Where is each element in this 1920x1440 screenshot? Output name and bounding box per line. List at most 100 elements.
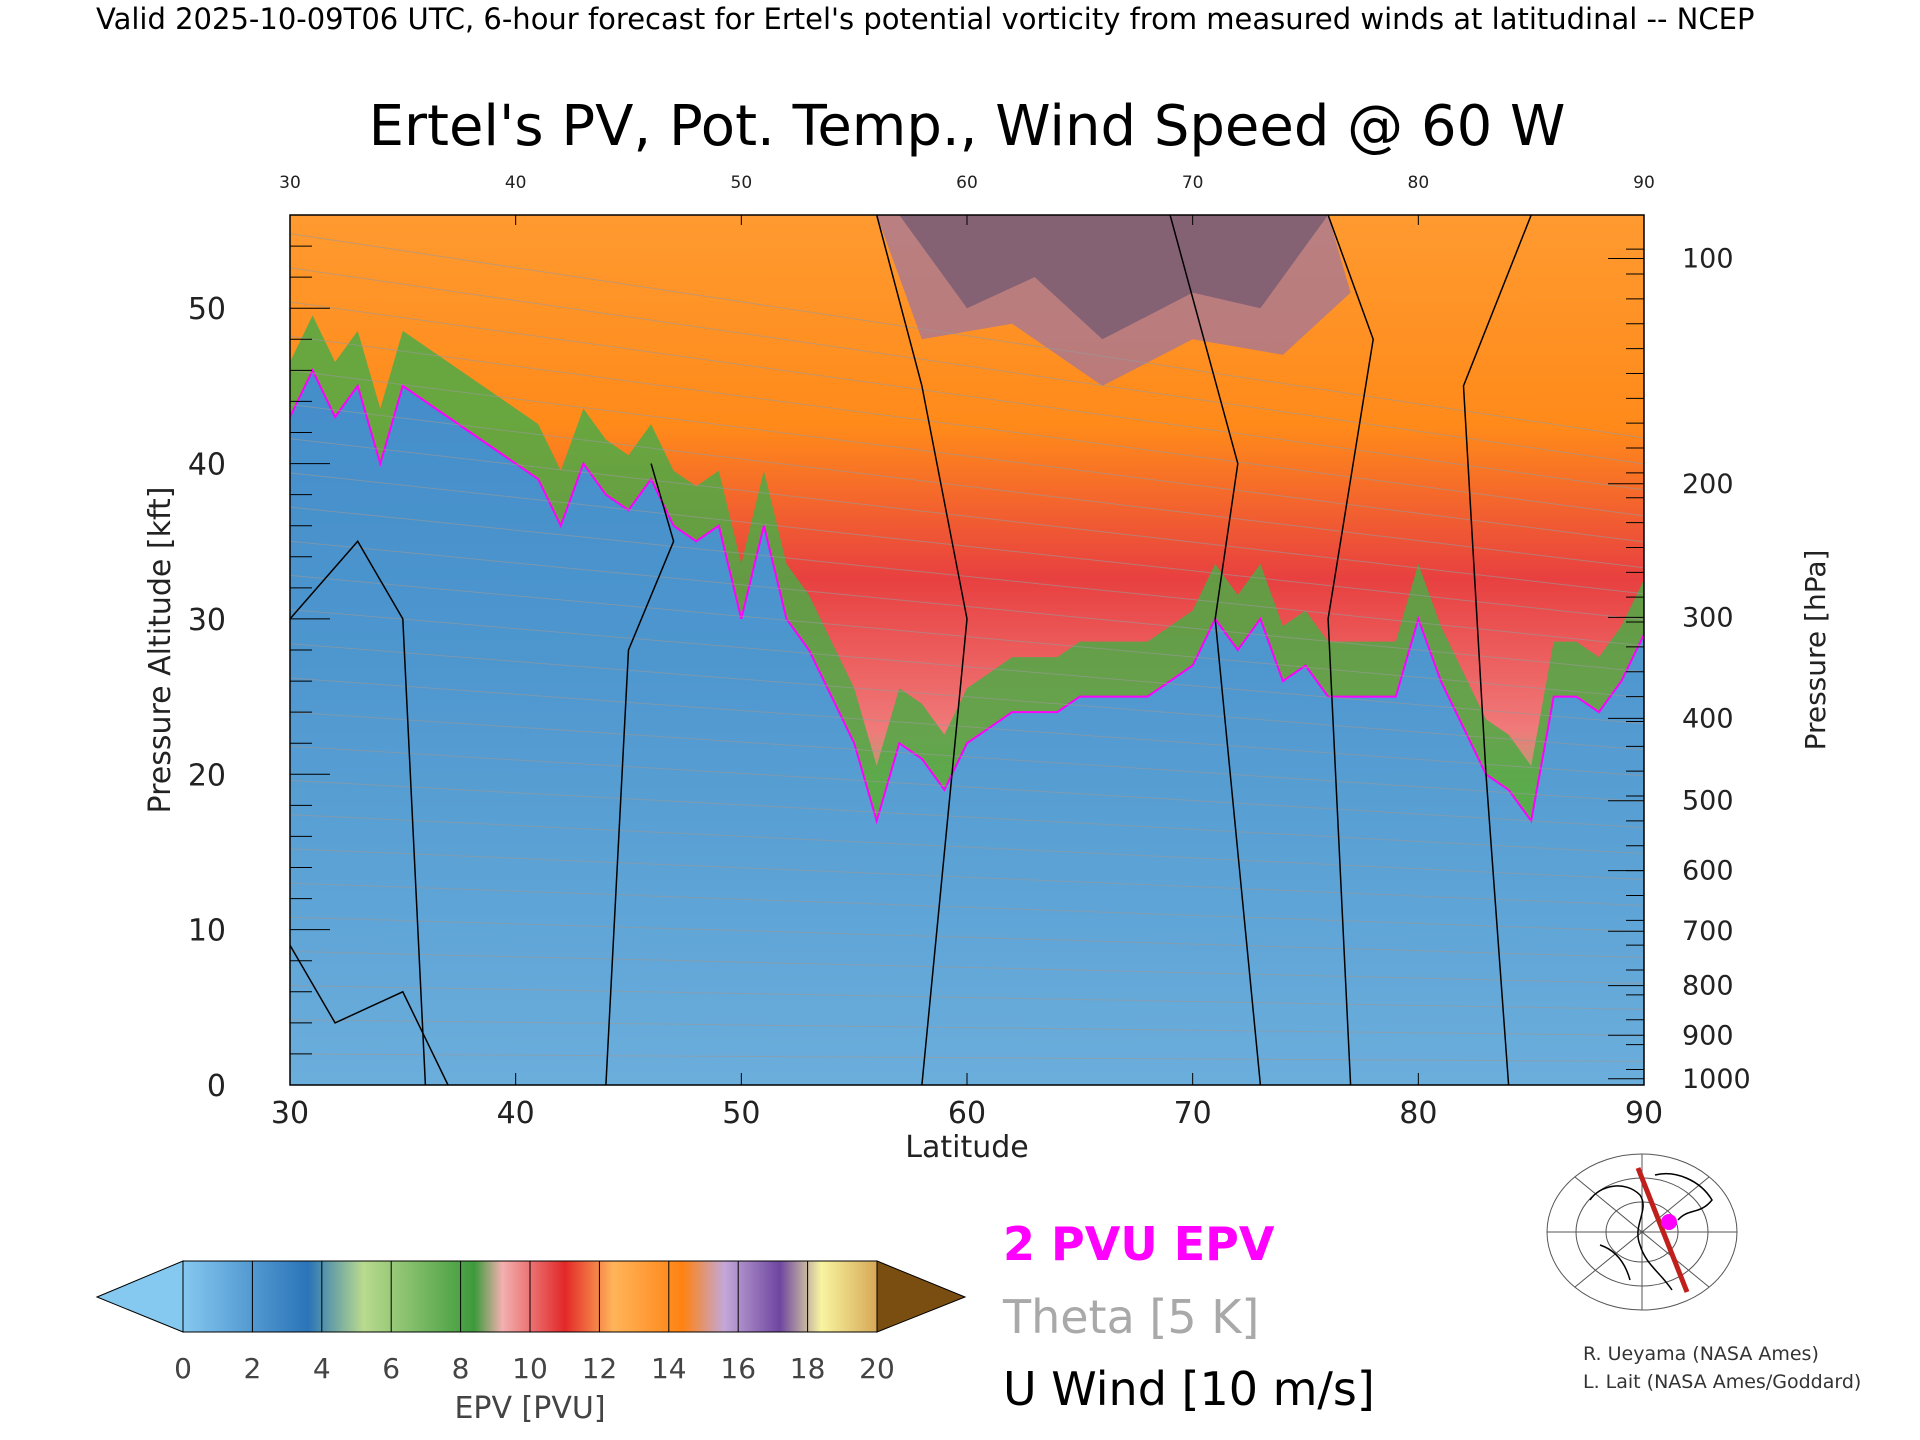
colorbar-ticks: 0 2 4 6 8 10 12 14 16 18 20 xyxy=(174,1261,895,1385)
contour-lines xyxy=(290,215,1644,1085)
theta-contour xyxy=(290,233,1644,439)
u-wind-contour xyxy=(1327,215,1374,1085)
colorbar-tick-label: 0 xyxy=(174,1352,192,1385)
theta-contour xyxy=(290,1053,1644,1062)
theta-contour xyxy=(290,369,1644,543)
colorbar-label: EPV [PVU] xyxy=(454,1391,605,1426)
cross-section-track xyxy=(1635,1167,1690,1293)
y-tick-label: 20 xyxy=(188,758,226,793)
x-axis-label: Latitude xyxy=(905,1130,1028,1165)
x-tick-label: 40 xyxy=(497,1096,535,1131)
pressure-tick-label: 500 xyxy=(1682,786,1734,817)
u-wind-contour xyxy=(290,540,427,1085)
theta-contour xyxy=(290,780,1644,855)
theta-contour xyxy=(290,1019,1644,1036)
colorbar-tick-label: 6 xyxy=(382,1352,400,1385)
y2-axis-label: Pressure [hPa] xyxy=(1799,550,1832,751)
y-tick-label: 40 xyxy=(188,448,226,483)
chart-title: Ertel's PV, Pot. Temp., Wind Speed @ 60 … xyxy=(369,94,1566,159)
theta-contour xyxy=(290,745,1644,829)
valid-time-header: Valid 2025-10-09T06 UTC, 6-hour forecast… xyxy=(96,2,1755,36)
theta-contour xyxy=(290,335,1644,517)
theta-contour xyxy=(290,506,1644,647)
theta-contour xyxy=(290,404,1644,569)
x-top-tick-label: 70 xyxy=(1182,173,1204,193)
x-tick-label: 50 xyxy=(722,1096,760,1131)
theta-contour xyxy=(290,677,1644,777)
pressure-tick-label: 900 xyxy=(1682,1020,1734,1051)
locator-map xyxy=(1543,1153,1740,1311)
y-axis-left: 0 10 20 30 40 50 xyxy=(188,214,330,1104)
colorbar-tick-label: 4 xyxy=(313,1352,331,1385)
y-axis-right: 100 200 300 400 500 600 700 800 900 1000 xyxy=(1608,244,1751,1095)
x-tick-label: 90 xyxy=(1625,1096,1663,1131)
cross-section-marker xyxy=(1661,1214,1677,1230)
theta-contour xyxy=(290,711,1644,803)
theta-contour xyxy=(290,438,1644,595)
colorbar-tick-label: 2 xyxy=(243,1352,261,1385)
stratosphere-region xyxy=(290,215,1644,821)
x-top-tick-label: 30 xyxy=(279,173,301,193)
pressure-tick-label: 200 xyxy=(1682,469,1734,500)
epv-purple-band xyxy=(876,215,1351,386)
u-wind-contour xyxy=(605,463,675,1085)
x-top-tick-label: 60 xyxy=(956,173,978,193)
theta-contour xyxy=(290,301,1644,491)
y-axis-label: Pressure Altitude [kft] xyxy=(143,487,178,814)
x-tick-label: 80 xyxy=(1399,1096,1437,1131)
epv-colorbar: 0 2 4 6 8 10 12 14 16 18 20 EPV [PVU] xyxy=(95,1260,967,1426)
y-tick-label: 30 xyxy=(188,603,226,638)
u-wind-contour xyxy=(1462,215,1532,1085)
x-tick-label: 30 xyxy=(271,1096,309,1131)
colorbar-tick-label: 20 xyxy=(859,1352,895,1385)
y-tick-label: 50 xyxy=(188,292,226,327)
theta-contour xyxy=(290,643,1644,751)
plot-area: 30 40 50 60 70 80 90 30 40 50 60 70 80 90 0 10 20 30 40 5… xyxy=(188,173,1751,1131)
x-top-tick-label: 50 xyxy=(731,173,753,193)
theta-contour xyxy=(290,882,1644,932)
legend-u-wind: U Wind [10 m/s] xyxy=(1003,1362,1375,1416)
x-top-tick-label: 40 xyxy=(505,173,527,193)
x-top-tick-label: 80 xyxy=(1408,173,1430,193)
theta-contour xyxy=(290,916,1644,958)
theta-contour xyxy=(290,540,1644,673)
u-wind-contour xyxy=(1169,215,1262,1085)
colorbar-low-extension xyxy=(95,1260,184,1333)
pressure-tick-label: 100 xyxy=(1682,244,1734,275)
pressure-tick-label: 800 xyxy=(1682,971,1734,1002)
pressure-tick-label: 700 xyxy=(1682,916,1734,947)
colorbar-tick-label: 10 xyxy=(512,1352,548,1385)
theta-contour xyxy=(290,950,1644,984)
colorbar-tick-label: 18 xyxy=(790,1352,826,1385)
pressure-tick-label: 400 xyxy=(1682,703,1734,734)
pressure-tick-label: 600 xyxy=(1682,856,1734,887)
colorbar-tick-label: 8 xyxy=(452,1352,470,1385)
x-axis-bottom: 30 40 50 60 70 80 90 xyxy=(271,1073,1663,1131)
epv-2pvu-contour xyxy=(290,368,1644,825)
theta-contour xyxy=(290,574,1644,699)
pressure-tick-label: 1000 xyxy=(1682,1064,1751,1095)
legend-epv: 2 PVU EPV xyxy=(1003,1217,1275,1271)
x-axis-top: 30 40 50 60 70 80 90 xyxy=(279,173,1655,225)
x-top-tick-label: 90 xyxy=(1633,173,1655,193)
theta-contour xyxy=(290,609,1644,725)
y-tick-label: 10 xyxy=(188,914,226,949)
x-tick-label: 70 xyxy=(1174,1096,1212,1131)
legend: 2 PVU EPV Theta [5 K] U Wind [10 m/s] xyxy=(1002,1217,1375,1416)
colorbar-high-extension xyxy=(876,1260,967,1333)
colorbar-tick-label: 12 xyxy=(582,1352,618,1385)
x-tick-label: 60 xyxy=(948,1096,986,1131)
colorbar-tick-label: 14 xyxy=(651,1352,687,1385)
theta-contour xyxy=(290,848,1644,906)
u-wind-contour xyxy=(875,215,968,1085)
theta-contour xyxy=(290,985,1644,1010)
theta-contour xyxy=(290,814,1644,881)
u-wind-contour xyxy=(290,944,449,1085)
credit-1: R. Ueyama (NASA Ames) xyxy=(1583,1343,1819,1365)
y-tick-label: 0 xyxy=(207,1069,226,1104)
colorbar-tick-label: 16 xyxy=(720,1352,756,1385)
theta-contour xyxy=(290,267,1644,465)
pressure-tick-label: 300 xyxy=(1682,602,1734,633)
theta-contour xyxy=(290,472,1644,621)
